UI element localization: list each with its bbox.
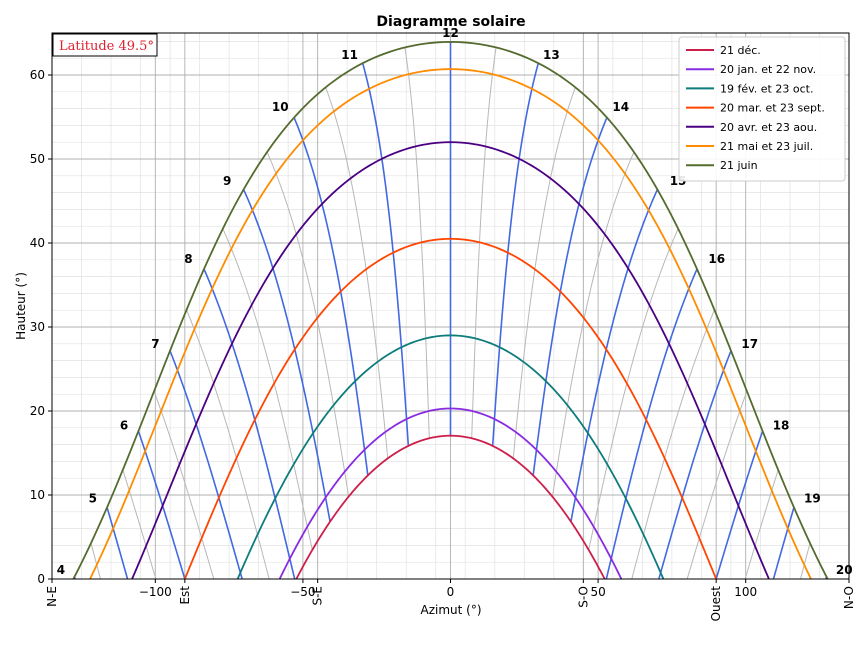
y-tick-label: 50 (30, 152, 45, 166)
hour-label-20: 20 (836, 563, 853, 577)
hour-label-18: 18 (773, 419, 790, 433)
legend-label: 19 fév. et 23 oct. (720, 82, 813, 95)
y-tick-label: 0 (37, 572, 45, 586)
direction-label: N-E (45, 586, 59, 607)
x-tick-label: −100 (139, 585, 172, 599)
legend-label: 20 jan. et 22 nov. (720, 63, 816, 76)
latitude-box: Latitude 49.5° (52, 33, 158, 57)
direction-label: Ouest (709, 586, 723, 622)
hour-label-6: 6 (120, 419, 128, 433)
hour-label-8: 8 (184, 252, 192, 266)
hour-label-11: 11 (341, 48, 358, 62)
hour-label-5: 5 (89, 492, 97, 506)
date-curve-2 (236, 334, 665, 579)
hour-line-6 (137, 430, 186, 579)
hour-line-5 (106, 507, 129, 579)
hour-line-7 (169, 350, 243, 579)
direction-label: N-O (842, 586, 856, 609)
y-tick-label: 60 (30, 68, 45, 82)
plot-content (72, 40, 829, 579)
x-tick-label: −50 (290, 585, 315, 599)
hour-label-4: 4 (57, 563, 65, 577)
direction-label: S-O (576, 586, 590, 608)
y-tick-label: 40 (30, 236, 45, 250)
date-curve-0 (295, 434, 606, 579)
half-hour-line (186, 309, 270, 579)
legend-label: 20 avr. et 23 aou. (720, 121, 817, 134)
hour-label-14: 14 (612, 100, 629, 114)
legend: 21 déc. 20 jan. et 22 nov. 19 fév. et 23 o… (678, 36, 846, 182)
axis-ticks: −100 −50 0 50 100 0 10 20 30 40 50 60 (30, 68, 757, 599)
chart-title: Diagramme solaire (376, 14, 525, 30)
direction-labels: N-E Est S-E S-O Ouest N-O (45, 579, 856, 621)
hour-line-19 (772, 507, 795, 579)
hour-label-17: 17 (741, 337, 758, 351)
hour-label-10: 10 (272, 100, 289, 114)
date-curve-6 (72, 40, 829, 579)
y-axis-label: Hauteur (°) (14, 272, 28, 340)
direction-label: S-E (311, 586, 325, 606)
date-curve-5 (89, 68, 812, 579)
hour-label-16: 16 (708, 252, 725, 266)
x-tick-label: 50 (590, 585, 605, 599)
y-tick-label: 30 (30, 320, 45, 334)
hour-label-12: 12 (442, 26, 459, 40)
legend-label: 21 juin (720, 159, 758, 172)
hour-line-20 (825, 576, 828, 579)
latitude-box-frame (52, 33, 158, 57)
hour-label-13: 13 (543, 48, 560, 62)
legend-label: 21 mai et 23 juil. (720, 140, 813, 153)
y-tick-label: 10 (30, 488, 45, 502)
legend-label: 20 mar. et 23 sept. (720, 102, 825, 115)
half-hour-line (744, 469, 779, 579)
date-curve-1 (278, 407, 623, 579)
hour-label-9: 9 (223, 174, 231, 188)
x-axis-label: Azimut (°) (420, 603, 481, 617)
half-hour-line (122, 469, 157, 579)
half-hour-line (686, 391, 748, 579)
hour-line-4 (73, 576, 76, 579)
date-curve-4 (131, 141, 770, 579)
legend-label: 21 déc. (720, 44, 761, 57)
hour-line-17 (658, 350, 732, 579)
date-curve-3 (183, 237, 718, 579)
hour-line-18 (715, 430, 764, 579)
hour-label-19: 19 (804, 492, 821, 506)
half-hour-line (631, 309, 715, 579)
latitude-annotation: Latitude 49.5° (59, 39, 154, 54)
y-tick-label: 20 (30, 404, 45, 418)
legend-frame (678, 36, 846, 182)
x-tick-label: 100 (734, 585, 757, 599)
half-hour-line (153, 391, 215, 579)
hour-label-7: 7 (151, 337, 159, 351)
direction-label: Est (178, 586, 192, 605)
x-tick-label: 0 (447, 585, 455, 599)
